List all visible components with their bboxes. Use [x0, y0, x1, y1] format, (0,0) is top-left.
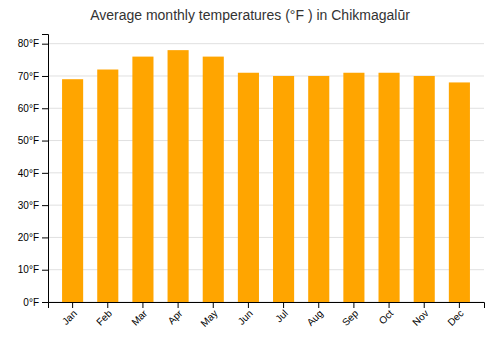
tick-label: Oct [377, 308, 396, 327]
x-axis: Jan Feb Mar Apr May Jun Jul Aug Sep Oct Nov Dec [49, 302, 485, 329]
bar [168, 50, 189, 302]
tick: Aug [305, 302, 325, 328]
tick-label: 70°F [18, 71, 39, 82]
tick-label: 20°F [18, 232, 39, 243]
tick-mark [424, 302, 425, 308]
bar [414, 76, 435, 302]
tick-mark [42, 205, 48, 206]
bar [203, 57, 224, 302]
tick-label: Nov [410, 308, 430, 328]
tick: 40°F [18, 168, 48, 179]
axis-line [42, 35, 49, 303]
tick-mark [107, 302, 108, 308]
bar [343, 73, 364, 302]
tick-label: 30°F [18, 200, 39, 211]
bar [97, 70, 118, 302]
bar [132, 57, 153, 302]
tick-mark [459, 302, 460, 308]
tick: Oct [377, 302, 396, 326]
tick: May [198, 302, 219, 329]
tick: Jul [273, 302, 290, 324]
tick-label: Jan [60, 308, 79, 327]
tick-mark [178, 302, 179, 308]
tick-mark [42, 237, 48, 238]
tick: 0°F [23, 297, 48, 308]
axis-line [49, 303, 485, 309]
tick-mark [283, 302, 284, 308]
tick: Jan [60, 302, 79, 327]
tick-mark [42, 302, 48, 303]
tick-mark [353, 302, 354, 308]
tick-label: 10°F [18, 264, 39, 275]
tick-mark [42, 44, 48, 45]
tick-mark [42, 173, 48, 174]
tick: Feb [94, 302, 114, 328]
tick-mark [142, 302, 143, 308]
grid-line [48, 43, 484, 44]
tick-label: Feb [94, 307, 114, 327]
tick: 30°F [18, 200, 48, 211]
tick-mark [389, 302, 390, 308]
bar [238, 73, 259, 302]
tick: 70°F [18, 71, 48, 82]
tick-mark [318, 302, 319, 308]
grid [48, 44, 484, 302]
tick-mark [42, 108, 48, 109]
tick-label: 40°F [18, 168, 39, 179]
tick-label: 60°F [18, 103, 39, 114]
tick: 20°F [18, 232, 48, 243]
tick-label: Dec [445, 308, 465, 328]
plot: 0°F 10°F 20°F 30°F 40°F 50°F 60°F 70°F 80°F Jan Fe… [18, 35, 485, 329]
tick-label: Aug [305, 308, 325, 328]
tick: Dec [445, 302, 465, 328]
tick-mark [72, 302, 73, 308]
chart: Average monthly temperatures (°F ) in Ch… [0, 0, 500, 350]
bar [449, 82, 470, 302]
tick: 10°F [18, 264, 48, 275]
bar [62, 79, 83, 302]
bar [308, 76, 329, 302]
tick-label: May [198, 308, 219, 329]
tick: 50°F [18, 135, 48, 146]
tick-label: Jul [273, 308, 290, 325]
chart-container: Average monthly temperatures (°F ) in Ch… [0, 0, 500, 350]
tick: Sep [340, 302, 361, 328]
tick: 60°F [18, 103, 48, 114]
bars [62, 50, 470, 302]
tick: Apr [166, 302, 185, 326]
tick: Jun [236, 302, 255, 327]
bar [273, 76, 294, 302]
tick: 80°F [18, 38, 48, 49]
tick-mark [42, 141, 48, 142]
bar [379, 73, 400, 302]
title: Average monthly temperatures (°F ) in Ch… [90, 7, 410, 23]
tick-mark [42, 270, 48, 271]
tick-label: Apr [166, 307, 185, 326]
tick-mark [42, 76, 48, 77]
tick-mark [248, 302, 249, 308]
tick-mark [213, 302, 214, 308]
tick-label: Jun [236, 308, 255, 327]
tick-label: Mar [129, 307, 149, 327]
y-axis: 0°F 10°F 20°F 30°F 40°F 50°F 60°F 70°F 80°F [18, 35, 49, 308]
tick-label: 80°F [18, 38, 39, 49]
tick-label: 0°F [23, 297, 39, 308]
tick-label: Sep [340, 307, 361, 328]
tick: Mar [129, 302, 149, 328]
tick: Nov [410, 302, 430, 328]
tick-label: 50°F [18, 135, 39, 146]
